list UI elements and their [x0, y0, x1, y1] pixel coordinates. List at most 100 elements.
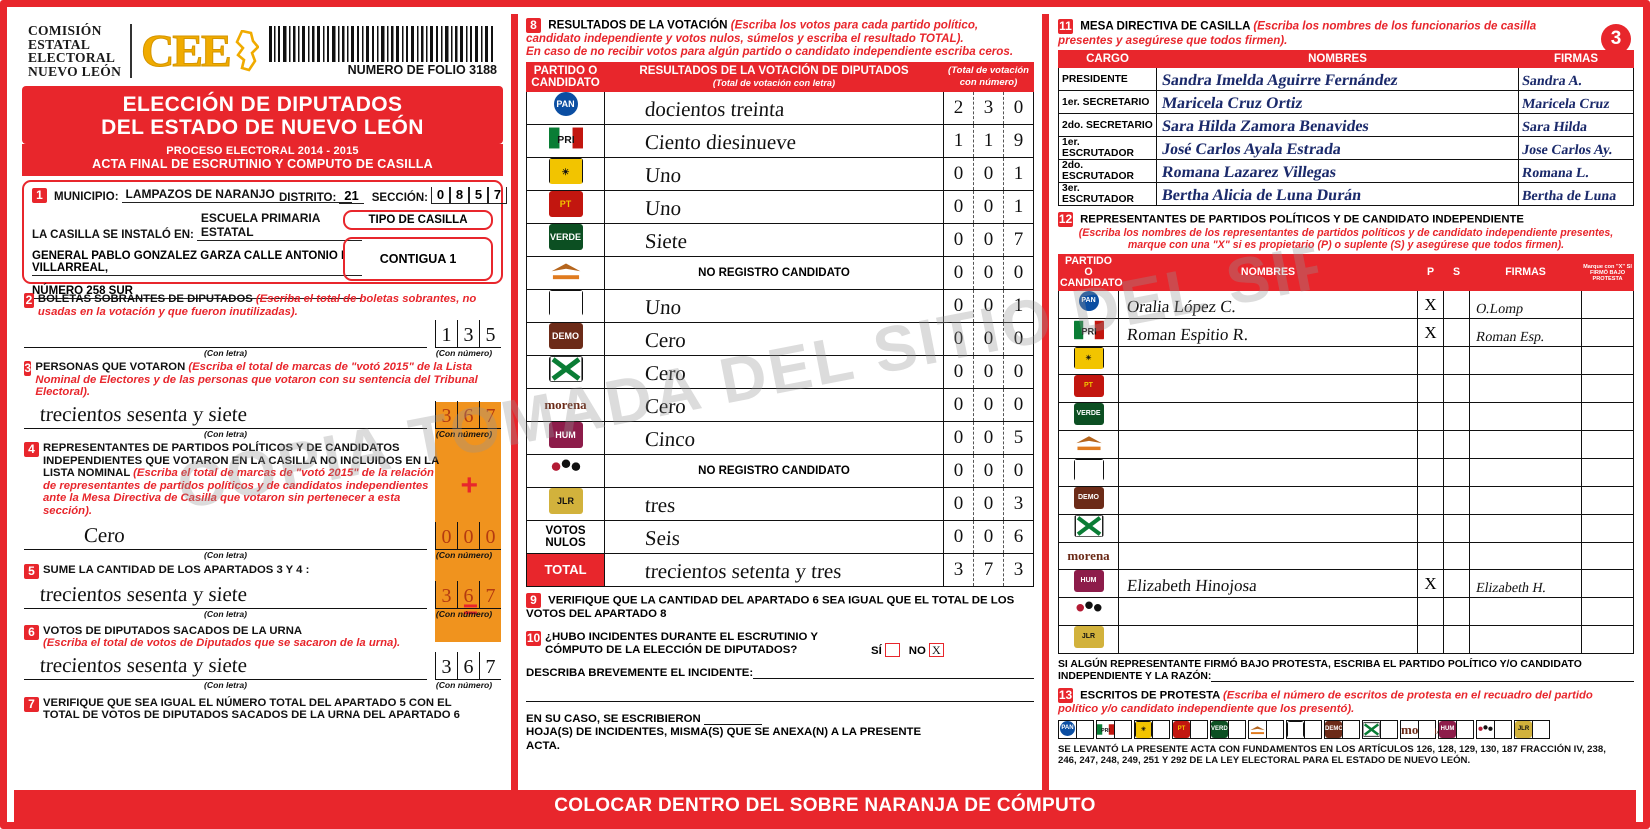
reps-protesta[interactable]: [1581, 290, 1634, 319]
reps-p-mark[interactable]: X: [1417, 290, 1444, 319]
votes-digit-3[interactable]: 3: [1003, 487, 1033, 520]
reps-firma[interactable]: [1469, 625, 1582, 654]
votes-digit-3[interactable]: 0: [1003, 355, 1033, 388]
mesa-firma[interactable]: Sandra A.: [1518, 67, 1634, 91]
protesta-box-verde[interactable]: VERDE: [1210, 719, 1246, 739]
s6-d2[interactable]: 6: [457, 651, 479, 680]
s5-d1[interactable]: 3: [435, 580, 457, 609]
mesa-nombre[interactable]: José Carlos Ayala Estrada: [1156, 136, 1519, 160]
address-line-1[interactable]: GENERAL PABLO GONZALEZ GARZA CALLE ANTON…: [32, 250, 362, 276]
votes-digit-2[interactable]: 0: [973, 388, 1003, 421]
reps-s-mark[interactable]: [1443, 430, 1470, 459]
mesa-nombre[interactable]: Maricela Cruz Ortiz: [1156, 90, 1519, 114]
votes-digit-3[interactable]: 7: [1003, 223, 1033, 256]
reps-s-mark[interactable]: [1443, 625, 1470, 654]
votes-digit-2[interactable]: 0: [973, 520, 1003, 553]
reps-firma[interactable]: Elizabeth H.: [1469, 569, 1582, 598]
votes-digit-2[interactable]: 0: [973, 355, 1003, 388]
reps-p-mark[interactable]: [1417, 542, 1444, 570]
reps-firma[interactable]: [1469, 597, 1582, 626]
protesta-box-morena[interactable]: morena: [1400, 719, 1443, 739]
votes-row-words[interactable]: Cero: [604, 387, 944, 422]
reps-firma[interactable]: [1469, 542, 1582, 570]
seccion-digit-4[interactable]: 7: [488, 187, 507, 204]
reps-p-mark[interactable]: [1417, 374, 1444, 403]
s6-d3[interactable]: 7: [479, 651, 501, 680]
votes-digit-2[interactable]: 0: [973, 157, 1003, 190]
votes-digit-1[interactable]: 0: [953, 426, 964, 448]
reps-s-mark[interactable]: [1443, 458, 1470, 487]
protesta-count-box[interactable]: [1266, 720, 1283, 738]
reps-nombre[interactable]: [1118, 346, 1418, 375]
votes-digit-2[interactable]: 7: [973, 553, 1003, 586]
votes-digit-1[interactable]: 0: [953, 261, 964, 283]
section-2-numero-field[interactable]: 1 3 5: [435, 320, 501, 349]
votes-digit-3[interactable]: 3: [1003, 553, 1033, 586]
reps-s-mark[interactable]: [1443, 514, 1470, 543]
protesta-count-box[interactable]: [1228, 720, 1245, 738]
reps-s-mark[interactable]: [1443, 542, 1470, 570]
votes-digit-1[interactable]: 0: [953, 228, 964, 250]
s5-d2[interactable]: 6: [457, 580, 479, 609]
votes-row-words[interactable]: tres: [604, 486, 944, 521]
votes-digit-1[interactable]: 0: [953, 162, 964, 184]
votes-digit-1[interactable]: 0: [953, 525, 964, 547]
section-5-letra-field[interactable]: trecientos sesenta y siete: [24, 581, 427, 609]
protesta-count-box[interactable]: [1494, 720, 1511, 738]
votes-digit-2[interactable]: 0: [973, 289, 1003, 322]
s4-d2[interactable]: 0: [457, 521, 479, 550]
reps-firma[interactable]: [1469, 430, 1582, 459]
reps-s-mark[interactable]: [1443, 569, 1470, 598]
votes-digit-3[interactable]: 1: [1003, 289, 1033, 322]
reps-nombre[interactable]: [1118, 542, 1418, 570]
protesta-box-jose-luis-rodela[interactable]: JLR: [1514, 719, 1550, 739]
reps-nombre[interactable]: Oralia López C.: [1118, 290, 1418, 319]
protesta-box-pri[interactable]: PRI: [1096, 719, 1132, 739]
reps-p-mark[interactable]: [1417, 486, 1444, 515]
votes-digit-1[interactable]: 2: [953, 96, 964, 118]
votes-digit-1[interactable]: 0: [953, 294, 964, 316]
protesta-count-box[interactable]: [1152, 720, 1169, 738]
mesa-firma[interactable]: Jose Carlos Ay.: [1518, 136, 1634, 160]
votes-digit-3[interactable]: 6: [1003, 520, 1033, 553]
s2-d2[interactable]: 3: [457, 320, 479, 349]
votes-digit-3[interactable]: 0: [1003, 322, 1033, 355]
protesta-count-box[interactable]: [1076, 720, 1093, 738]
reps-nombre[interactable]: [1118, 374, 1418, 403]
reps-s-mark[interactable]: [1443, 402, 1470, 431]
votes-digit-1[interactable]: 0: [953, 459, 964, 481]
reps-firma[interactable]: [1469, 458, 1582, 487]
votes-digit-3[interactable]: 0: [1003, 388, 1033, 421]
protesta-box-cruzada-ciudadana[interactable]: [1362, 719, 1398, 739]
municipio-value[interactable]: LAMPAZOS DE NARANJO: [121, 187, 352, 203]
tipo-casilla-value[interactable]: CONTIGUA 1: [343, 237, 493, 281]
seccion-digit-3[interactable]: 5: [469, 187, 488, 204]
votes-row-words[interactable]: Uno: [604, 189, 944, 224]
votes-row-words[interactable]: Ciento diesinueve: [604, 123, 944, 158]
reps-firma[interactable]: Roman Esp.: [1469, 318, 1582, 347]
protesta-box-humanista[interactable]: HUM: [1438, 719, 1474, 739]
protesta-count-box[interactable]: [1114, 720, 1131, 738]
reps-protesta[interactable]: [1581, 542, 1634, 570]
mesa-firma[interactable]: Romana L.: [1518, 159, 1634, 183]
mesa-firma[interactable]: Bertha de Luna: [1518, 182, 1634, 206]
s4-d3[interactable]: 0: [479, 521, 501, 550]
reps-nombre[interactable]: [1118, 458, 1418, 487]
hojas-value[interactable]: [703, 713, 762, 725]
votes-digit-2[interactable]: 0: [973, 454, 1003, 487]
incidente-line-1[interactable]: [753, 668, 1034, 679]
votes-row-words[interactable]: Cero: [604, 321, 944, 356]
protesta-box-pan[interactable]: PAN: [1058, 719, 1094, 739]
s6-d1[interactable]: 3: [435, 651, 457, 680]
protesta-box-nueva-alianza[interactable]: ✓: [1286, 719, 1322, 739]
reps-nombre[interactable]: [1118, 402, 1418, 431]
